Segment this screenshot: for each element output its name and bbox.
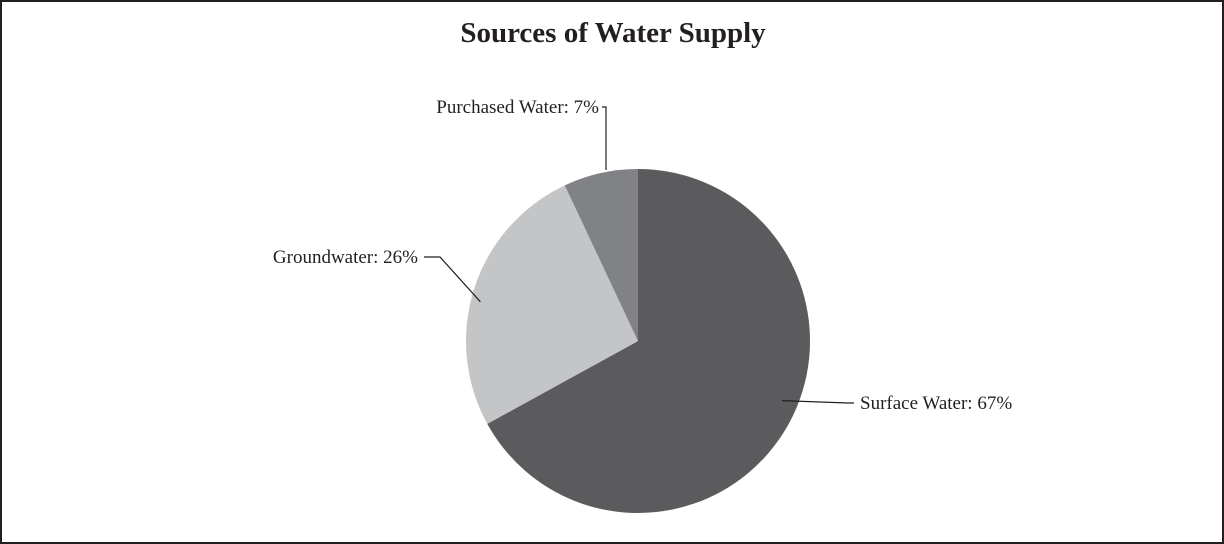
slice-labels: Surface Water: 67% Groundwater: 26% Purcha…	[273, 97, 1012, 414]
slice-label-purchased-water: Purchased Water: 7%	[436, 97, 599, 118]
pie-slice-purchased-water	[564, 169, 638, 341]
leader-line-surface-water	[781, 400, 854, 404]
pie-slice-surface-water	[487, 169, 811, 513]
pie-slices	[466, 169, 811, 513]
chart-title: Sources of Water Supply	[460, 17, 766, 49]
leader-line-purchased-water	[602, 106, 607, 170]
leader-line-groundwater	[424, 256, 481, 303]
pie-slice-groundwater	[466, 185, 638, 424]
label-leaders	[424, 106, 854, 404]
slice-label-surface-water: Surface Water: 67%	[860, 393, 1012, 414]
slice-label-groundwater: Groundwater: 26%	[273, 247, 418, 268]
